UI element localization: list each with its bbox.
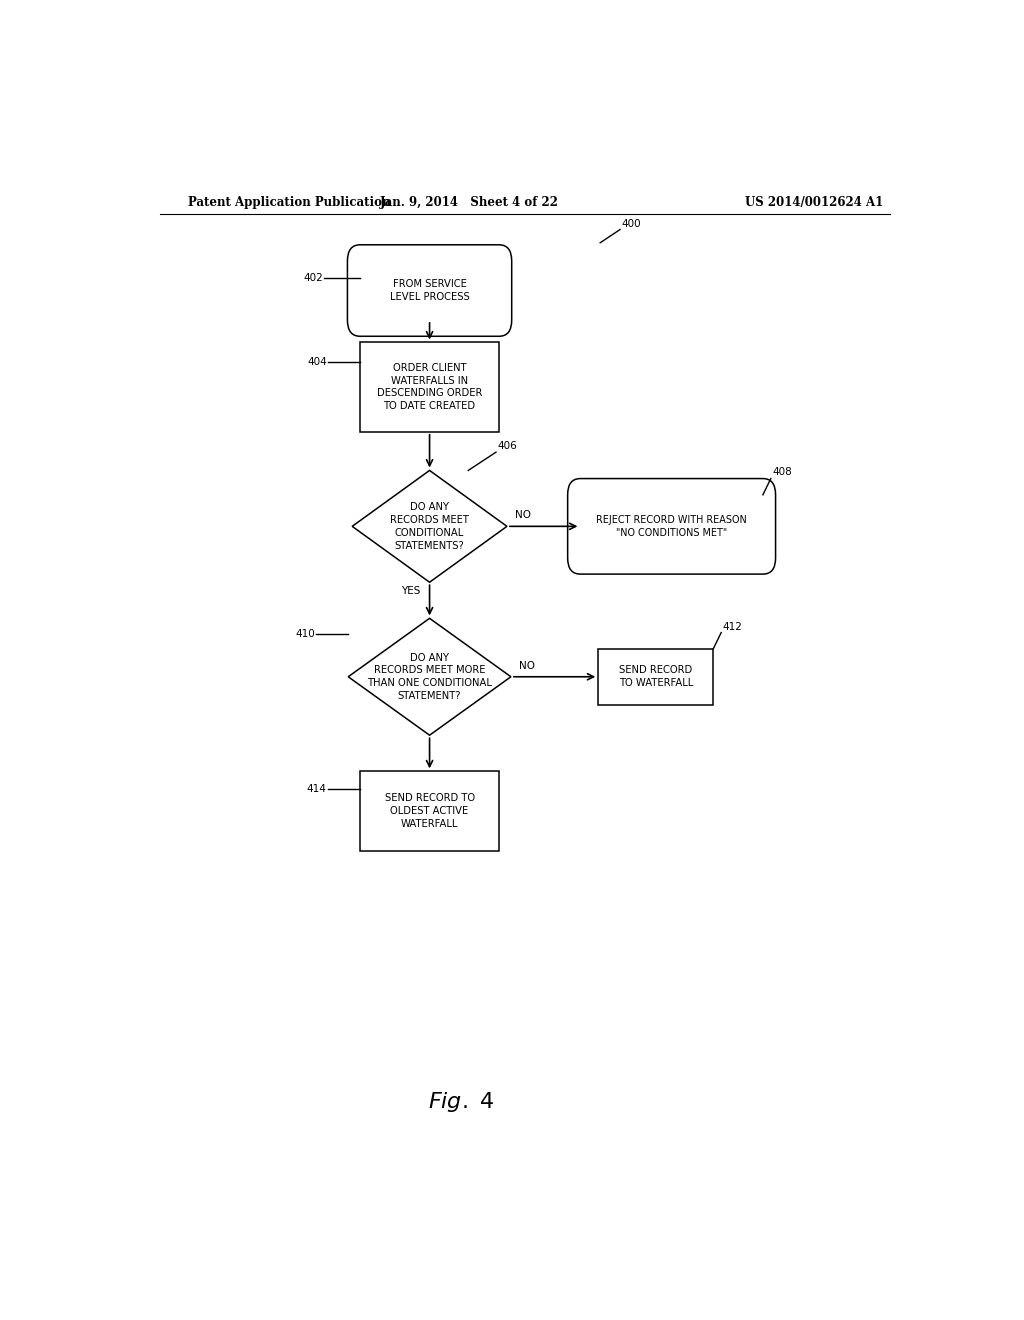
FancyBboxPatch shape <box>567 479 775 574</box>
Polygon shape <box>348 618 511 735</box>
Polygon shape <box>352 470 507 582</box>
Text: ORDER CLIENT
WATERFALLS IN
DESCENDING ORDER
TO DATE CREATED: ORDER CLIENT WATERFALLS IN DESCENDING OR… <box>377 363 482 412</box>
Text: NO: NO <box>515 511 530 520</box>
Text: 406: 406 <box>498 441 517 451</box>
Text: NO: NO <box>519 661 535 671</box>
Bar <box>360 771 499 850</box>
Text: Patent Application Publication: Patent Application Publication <box>187 195 390 209</box>
Text: US 2014/0012624 A1: US 2014/0012624 A1 <box>745 195 884 209</box>
Text: 408: 408 <box>772 466 793 477</box>
Text: DO ANY
RECORDS MEET MORE
THAN ONE CONDITIONAL
STATEMENT?: DO ANY RECORDS MEET MORE THAN ONE CONDIT… <box>368 652 492 701</box>
Text: 404: 404 <box>307 356 327 367</box>
Text: YES: YES <box>400 586 420 597</box>
Text: 412: 412 <box>723 622 742 631</box>
Text: 402: 402 <box>303 273 323 284</box>
FancyBboxPatch shape <box>347 244 512 337</box>
Bar <box>598 649 714 705</box>
Text: SEND RECORD TO
OLDEST ACTIVE
WATERFALL: SEND RECORD TO OLDEST ACTIVE WATERFALL <box>384 793 475 829</box>
Text: DO ANY
RECORDS MEET
CONDITIONAL
STATEMENTS?: DO ANY RECORDS MEET CONDITIONAL STATEMEN… <box>390 502 469 550</box>
Text: $\mathit{Fig.\ 4}$: $\mathit{Fig.\ 4}$ <box>428 1089 495 1114</box>
Text: Jan. 9, 2014   Sheet 4 of 22: Jan. 9, 2014 Sheet 4 of 22 <box>380 195 559 209</box>
Text: REJECT RECORD WITH REASON
"NO CONDITIONS MET": REJECT RECORD WITH REASON "NO CONDITIONS… <box>596 515 746 537</box>
Text: 400: 400 <box>622 219 641 228</box>
Text: 414: 414 <box>307 784 327 793</box>
Bar <box>360 342 499 432</box>
Text: FROM SERVICE
LEVEL PROCESS: FROM SERVICE LEVEL PROCESS <box>390 279 469 302</box>
Text: SEND RECORD
TO WATERFALL: SEND RECORD TO WATERFALL <box>618 665 693 688</box>
Text: 410: 410 <box>295 628 315 639</box>
